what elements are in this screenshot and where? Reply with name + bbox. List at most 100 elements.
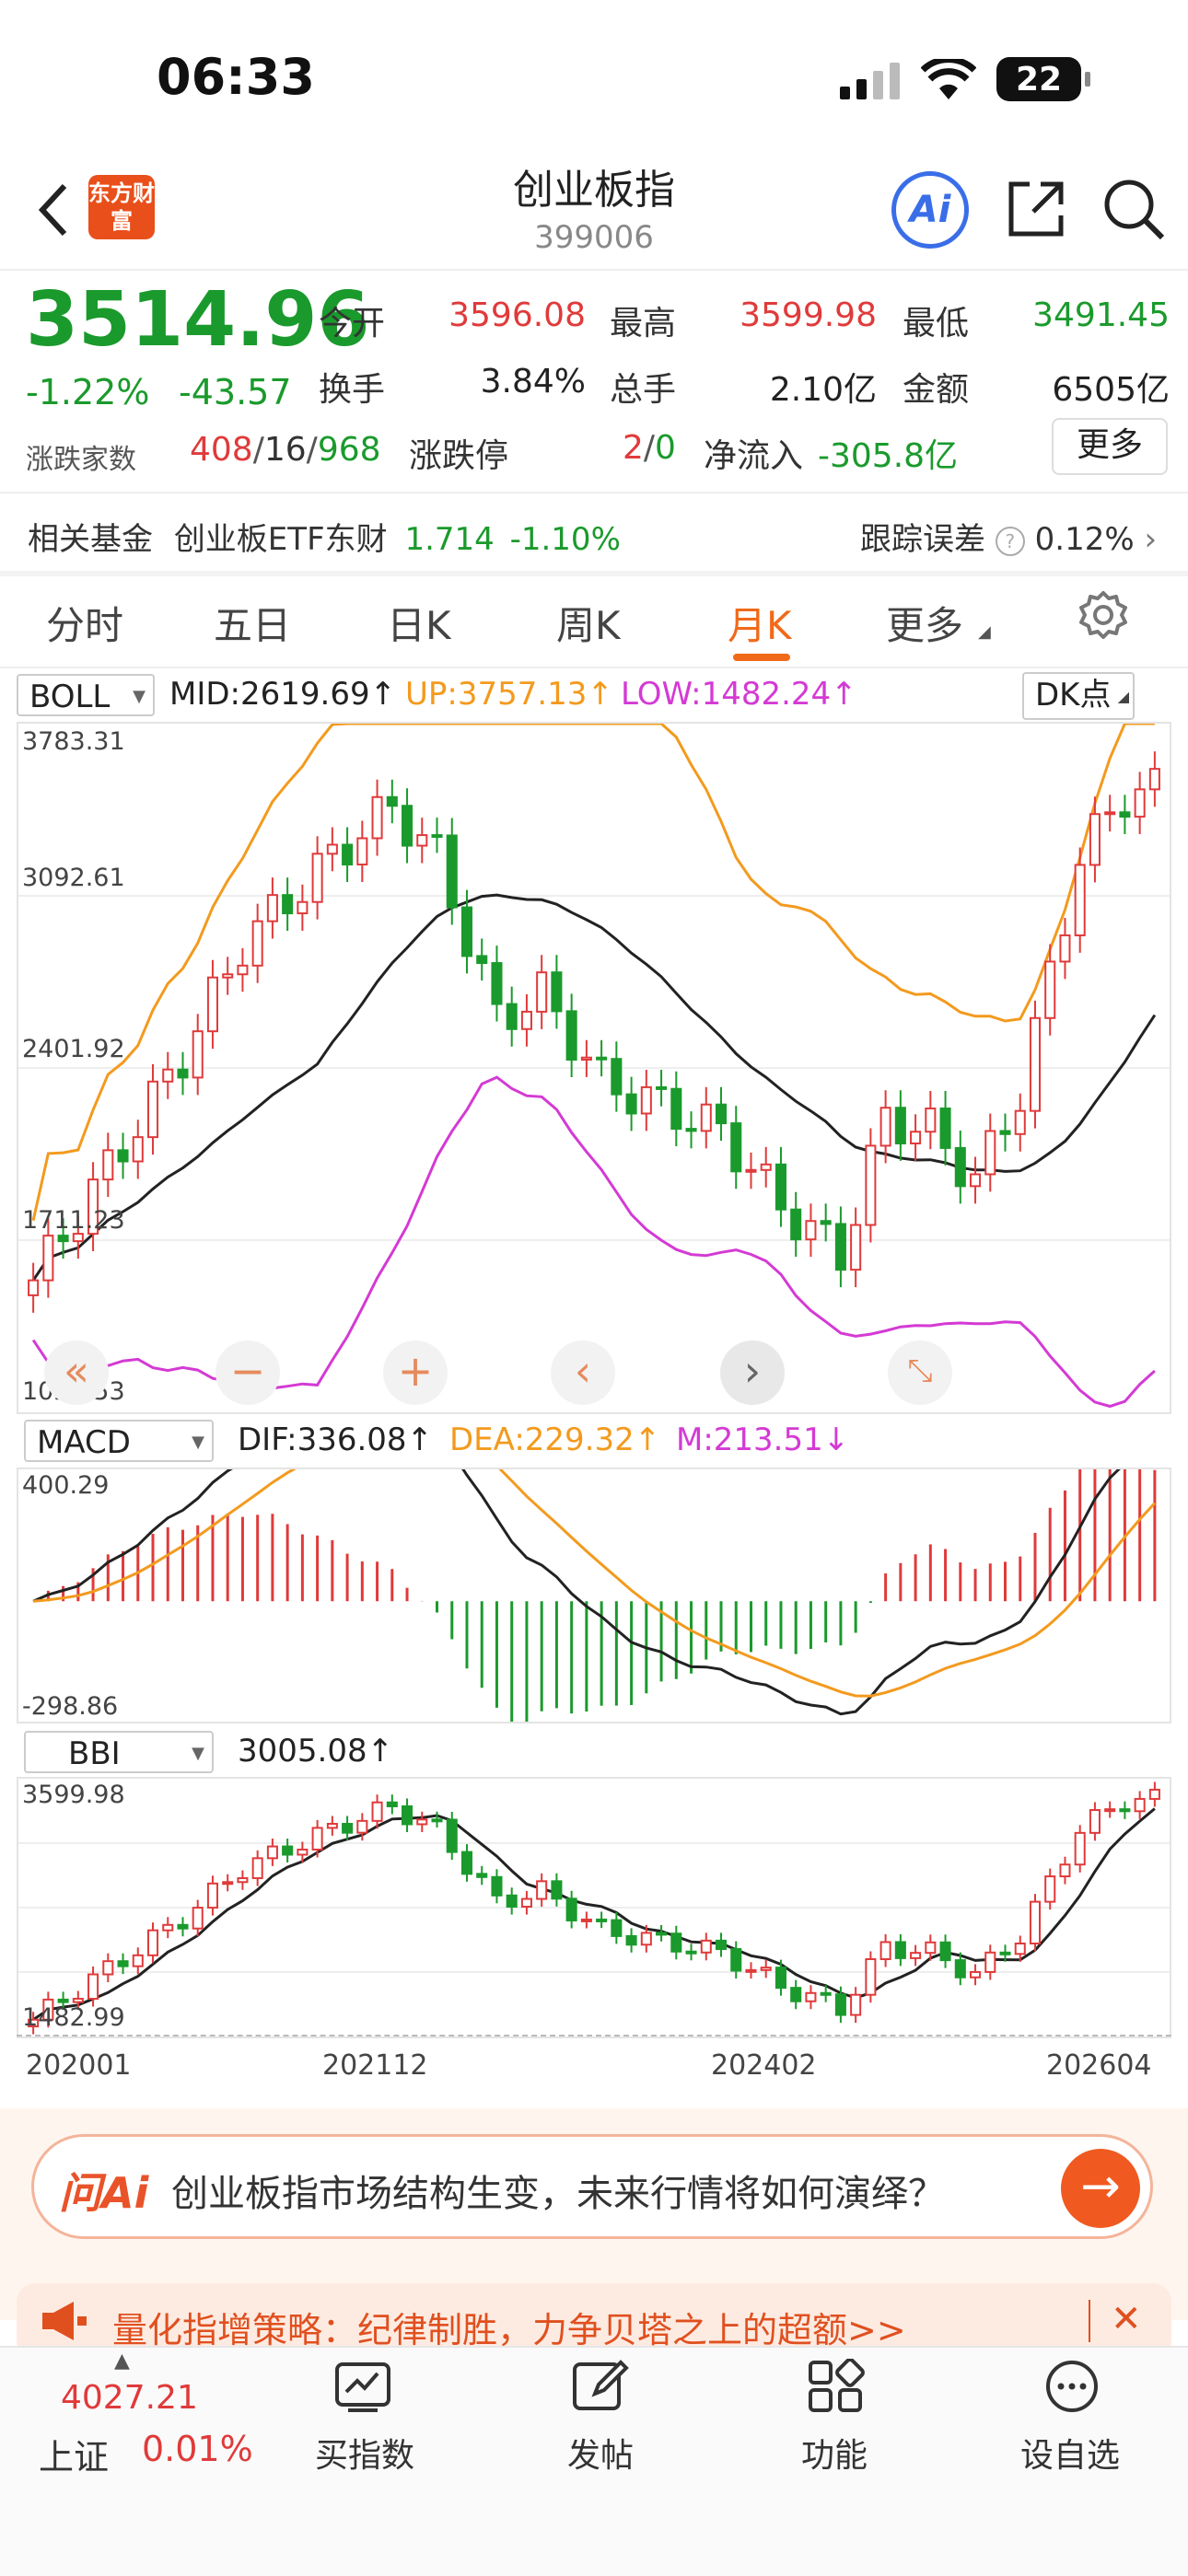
close-icon[interactable]: ✕ xyxy=(1111,2298,1142,2340)
candle-body xyxy=(266,894,278,922)
candle-body xyxy=(162,1923,174,1932)
bbi-chart[interactable] xyxy=(17,1777,1171,2038)
candle-body xyxy=(460,1851,473,1875)
candle-body xyxy=(42,1235,54,1282)
bbi-selector[interactable]: BBI ▼ xyxy=(24,1731,214,1773)
ai-button[interactable]: Ai xyxy=(891,171,969,249)
candle-body xyxy=(850,1993,862,2016)
candle-body xyxy=(685,1128,697,1132)
candle-body xyxy=(102,1149,114,1181)
open-value: 3596.08 xyxy=(448,296,586,334)
candle-body xyxy=(146,1929,159,1956)
candle-body xyxy=(402,805,413,847)
candle-body xyxy=(251,1857,263,1880)
macd-dif: DIF:336.08↑ xyxy=(238,1421,434,1458)
tab-intraday[interactable]: 分时 xyxy=(46,603,124,648)
nav-post[interactable]: 发帖 xyxy=(566,2437,634,2475)
watchlist-icon[interactable] xyxy=(1042,2359,1101,2418)
fullscreen-button[interactable]: ⤡ xyxy=(888,1340,952,1405)
candle-body xyxy=(805,1220,817,1241)
candle-body xyxy=(1029,1900,1042,1944)
scroll-left-button[interactable]: ‹ xyxy=(551,1340,615,1405)
promo-text[interactable]: 量化指增策略：纪律制胜，力争贝塔之上的超额>> xyxy=(112,2310,906,2350)
candle-body xyxy=(640,1085,652,1115)
candle-body xyxy=(596,1918,608,1922)
boll-selector[interactable]: BOLL ▼ xyxy=(17,674,155,716)
macd-selector-label: MACD xyxy=(37,1424,131,1461)
candle-body xyxy=(57,1998,69,2003)
post-icon[interactable] xyxy=(571,2359,630,2418)
ai-go-arrow-icon[interactable]: → xyxy=(1061,2149,1140,2228)
candle-body xyxy=(520,1897,532,1909)
bbi-value: 3005.08↑ xyxy=(238,1733,394,1770)
candle-body xyxy=(311,853,323,903)
candle-body xyxy=(1119,811,1131,818)
candle-body xyxy=(656,1085,668,1090)
low-value: 3491.45 xyxy=(1032,296,1170,334)
quote-divider xyxy=(0,492,1188,493)
zoom-in-button[interactable]: + xyxy=(383,1340,448,1405)
netflow-label: 净流入 xyxy=(704,437,804,475)
nav-watchlist[interactable]: 设自选 xyxy=(1019,2437,1120,2475)
tab-more[interactable]: 更多 xyxy=(886,603,964,648)
candle-body xyxy=(834,1223,846,1271)
macd-m: M:213.51↓ xyxy=(676,1421,850,1458)
tab-monthly-k[interactable]: 月K xyxy=(728,603,792,648)
ai-question-box[interactable] xyxy=(31,2134,1153,2239)
functions-icon[interactable] xyxy=(807,2358,866,2418)
bbi-svg xyxy=(18,1781,1170,2035)
candle-body xyxy=(28,1279,40,1296)
candle-body xyxy=(850,1224,862,1271)
candle-body xyxy=(356,1819,368,1834)
search-icon[interactable] xyxy=(1101,177,1166,245)
limit-values: 2/0 xyxy=(623,429,676,467)
candle-body xyxy=(640,1932,652,1946)
limit-label: 涨跌停 xyxy=(409,437,509,475)
candle-body xyxy=(596,1056,608,1061)
tracking-error[interactable]: 跟踪误差 ? 0.12% › xyxy=(860,514,1157,559)
candle-body xyxy=(476,1873,488,1878)
index-price[interactable]: 4027.21 xyxy=(61,2379,198,2417)
candle-body xyxy=(879,1941,891,1961)
boll-chart[interactable] xyxy=(17,722,1171,1414)
macd-dea-text: DEA:229.32 xyxy=(449,1421,635,1458)
candle-body xyxy=(342,843,354,866)
settings-icon[interactable] xyxy=(1077,589,1129,644)
nav-functions[interactable]: 功能 xyxy=(800,2437,868,2475)
scroll-left-fast-button[interactable]: « xyxy=(44,1340,109,1405)
bbi-caret-icon: ▼ xyxy=(192,1744,204,1763)
candle-body xyxy=(834,1993,846,2016)
candle-body xyxy=(72,1233,84,1243)
candle-body xyxy=(72,1998,84,2003)
ai-question-text[interactable]: 创业板指市场结构生变，未来行情将如何演绎？ xyxy=(171,2173,945,2215)
macd-svg xyxy=(32,1410,1157,1722)
related-fund-row[interactable]: 相关基金 创业板ETF东财 1.714 -1.10% xyxy=(28,514,621,559)
index-name[interactable]: 上证 xyxy=(39,2437,110,2477)
breadth-up: 408 xyxy=(190,431,253,469)
tab-daily-k[interactable]: 日K xyxy=(387,603,451,648)
tracking-label: 跟踪误差 xyxy=(860,521,985,558)
candle-body xyxy=(670,1087,682,1131)
share-icon[interactable] xyxy=(1004,177,1068,245)
candle-body xyxy=(1044,1875,1056,1903)
macd-selector[interactable]: MACD ▼ xyxy=(24,1420,214,1462)
buy-index-icon[interactable] xyxy=(333,2359,392,2418)
candle-body xyxy=(446,1818,458,1853)
index-change[interactable]: 0.01% xyxy=(142,2429,253,2469)
candle-body xyxy=(192,1907,204,1930)
app-logo: 东方财富 xyxy=(88,175,155,239)
low-label: 最低 xyxy=(903,305,970,342)
scroll-right-button[interactable]: › xyxy=(720,1340,785,1405)
macd-chart[interactable] xyxy=(17,1410,1171,1723)
nav-buy-index[interactable]: 买指数 xyxy=(314,2437,414,2475)
back-icon[interactable] xyxy=(35,180,72,243)
more-button[interactable]: 更多 xyxy=(1052,418,1168,475)
macd-dea-line xyxy=(32,1425,1157,1698)
tab-weekly-k[interactable]: 周K xyxy=(556,603,621,648)
tab-five-day[interactable]: 五日 xyxy=(214,603,292,648)
dk-point-button[interactable]: DK点 ◢ xyxy=(1022,672,1135,720)
candle-body xyxy=(580,1056,592,1061)
macd-dif-text: DIF:336.08 xyxy=(238,1421,407,1458)
candle-body xyxy=(506,1894,518,1909)
zoom-out-button[interactable]: − xyxy=(215,1340,280,1405)
